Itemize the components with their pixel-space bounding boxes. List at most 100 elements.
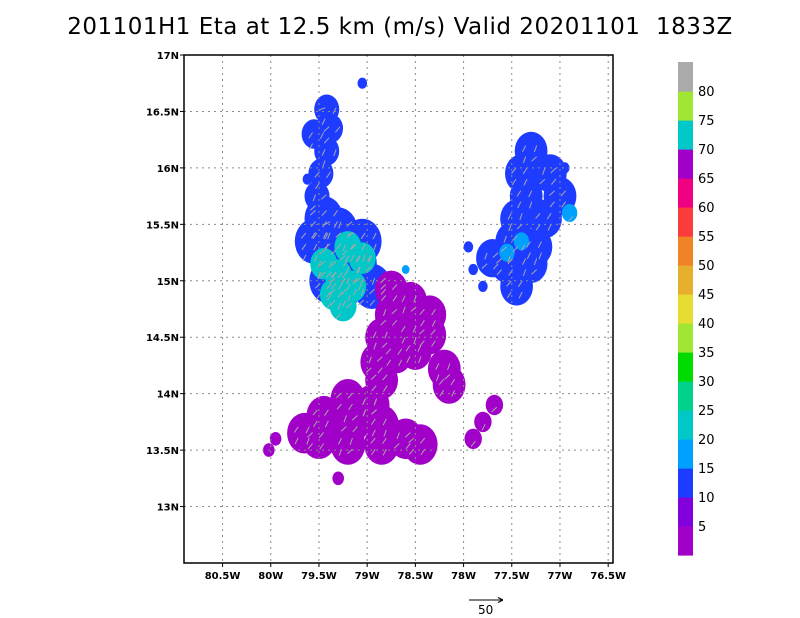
- wind-vector: [368, 356, 372, 364]
- wind-vector: [333, 210, 338, 217]
- region-cell: [330, 424, 366, 465]
- wind-vector: [345, 266, 350, 274]
- wind-vector: [376, 356, 383, 362]
- wind-vector: [526, 252, 531, 260]
- region-cell: [348, 242, 376, 274]
- lat-tick-label: 14N: [157, 390, 179, 401]
- colorbar-segment: [678, 178, 693, 208]
- wind-vector: [338, 221, 342, 229]
- wind-vector: [531, 269, 538, 275]
- reference-vector: 50: [469, 597, 504, 617]
- wind-vector: [350, 244, 357, 250]
- wind-vector: [391, 308, 398, 315]
- wind-vector: [313, 420, 318, 427]
- wind-vector: [326, 302, 332, 309]
- wind-vector: [496, 258, 502, 264]
- lat-tick-label: 15N: [157, 277, 179, 288]
- region-cell: [513, 232, 530, 251]
- wind-vector: [362, 398, 367, 406]
- wind-vector: [354, 277, 361, 283]
- wind-vector: [331, 260, 337, 267]
- wind-vector: [439, 389, 445, 397]
- wind-vector: [341, 288, 347, 296]
- wind-vector: [370, 418, 376, 425]
- wind-vector: [380, 295, 387, 302]
- wind-vector: [323, 126, 330, 132]
- wind-vector: [342, 299, 347, 307]
- wind-vector: [308, 143, 314, 150]
- wind-vector: [438, 378, 445, 385]
- wind-vector: [326, 171, 331, 179]
- wind-vector: [330, 272, 337, 278]
- wind-vector: [309, 205, 316, 211]
- wind-vector: [401, 336, 406, 344]
- colorbar-segment: [678, 352, 693, 382]
- wind-vector: [551, 178, 557, 185]
- wind-vector: [326, 294, 332, 301]
- colorbar-label: 80: [698, 85, 715, 100]
- region-cell: [302, 173, 313, 185]
- wind-vector: [402, 306, 406, 314]
- wind-vector: [380, 284, 387, 290]
- wind-vector: [385, 348, 392, 355]
- wind-vector: [311, 232, 316, 239]
- wind-vector: [362, 254, 366, 262]
- colorbar-segment: [678, 207, 693, 237]
- wind-vector: [315, 182, 320, 190]
- wind-vector: [321, 118, 326, 126]
- colorbar-segment: [678, 294, 693, 324]
- wind-vector: [431, 320, 436, 327]
- wind-vector: [329, 288, 336, 295]
- region-cell: [500, 267, 533, 306]
- wind-vector: [560, 190, 566, 197]
- wind-vector: [511, 235, 518, 241]
- wind-vector: [533, 145, 538, 153]
- map-frame: [183, 54, 614, 564]
- region-south-east-strip: [464, 394, 504, 449]
- region-cell: [332, 471, 345, 486]
- wind-vector: [517, 280, 523, 288]
- wind-vector: [481, 423, 486, 431]
- wind-vector: [484, 252, 488, 260]
- colorbar-segment: [678, 91, 693, 121]
- wind-vector: [294, 437, 299, 445]
- wind-vector: [309, 210, 316, 216]
- wind-vector: [386, 359, 392, 366]
- wind-vector: [419, 308, 425, 315]
- wind-vector: [430, 329, 436, 336]
- wind-vector: [481, 263, 488, 269]
- wind-vector: [369, 288, 376, 295]
- wind-vector: [340, 426, 347, 432]
- wind-vector: [336, 403, 342, 410]
- wind-vector: [370, 448, 376, 456]
- colorbar-segment: [678, 120, 693, 150]
- wind-vector: [512, 246, 518, 253]
- wind-vector: [419, 437, 426, 444]
- wind-vector: [506, 291, 512, 299]
- wind-vector: [324, 232, 329, 240]
- wind-vector: [382, 448, 387, 456]
- colorbar-label: 35: [698, 346, 715, 361]
- wind-vector: [538, 252, 542, 260]
- wind-vector: [381, 342, 388, 348]
- wind-vector: [337, 291, 343, 298]
- colorbar-label: 45: [698, 288, 715, 303]
- wind-vector: [518, 291, 523, 299]
- wind-vector: [322, 160, 326, 168]
- wind-vector: [346, 277, 350, 285]
- wind-vector: [351, 415, 358, 421]
- wind-vector: [380, 319, 387, 326]
- lon-tick-label: 79.5W: [301, 571, 337, 582]
- wind-vector: [319, 260, 326, 266]
- colorbar-segment: [678, 265, 693, 295]
- wind-vector: [330, 283, 337, 290]
- wind-vector: [492, 252, 499, 258]
- wind-vector: [365, 266, 372, 272]
- wind-vector: [391, 319, 398, 326]
- wind-vector: [522, 145, 527, 153]
- wind-vector: [330, 249, 337, 255]
- wind-vector: [319, 249, 326, 255]
- wind-vector: [507, 213, 512, 220]
- wind-vector: [508, 269, 514, 276]
- lat-tick-label: 16.5N: [146, 107, 179, 118]
